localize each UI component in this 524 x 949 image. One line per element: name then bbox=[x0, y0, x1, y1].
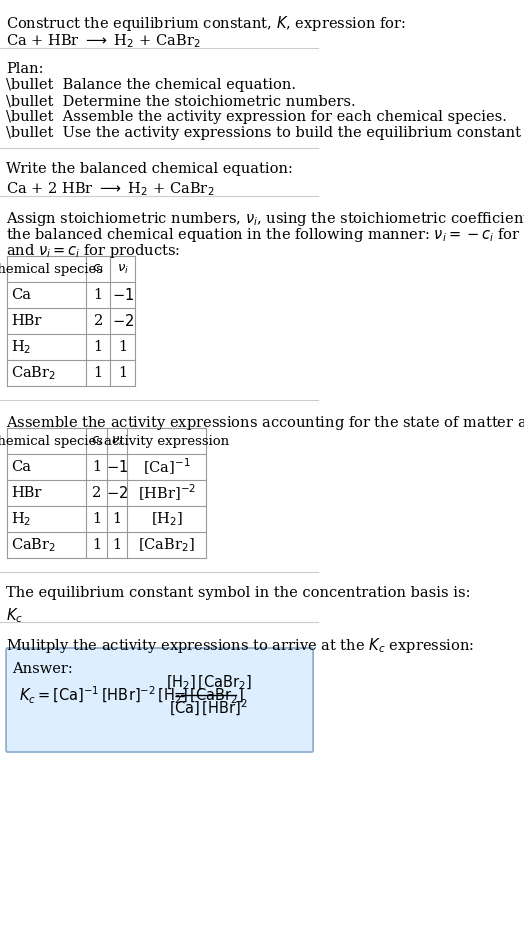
Text: Ca + HBr $\longrightarrow$ H$_2$ + CaBr$_2$: Ca + HBr $\longrightarrow$ H$_2$ + CaBr$… bbox=[6, 32, 201, 49]
Text: 2: 2 bbox=[94, 314, 103, 328]
Text: \bullet  Assemble the activity expression for each chemical species.: \bullet Assemble the activity expression… bbox=[6, 110, 507, 124]
Text: [H$_2$]: [H$_2$] bbox=[151, 511, 183, 528]
Text: [HBr]$^{-2}$: [HBr]$^{-2}$ bbox=[138, 483, 196, 503]
Text: Assemble the activity expressions accounting for the state of matter and $\nu_i$: Assemble the activity expressions accoun… bbox=[6, 414, 524, 432]
FancyBboxPatch shape bbox=[6, 648, 313, 752]
Text: [Ca]$^{-1}$: [Ca]$^{-1}$ bbox=[143, 456, 191, 477]
Text: $c_i$: $c_i$ bbox=[91, 435, 102, 448]
Text: 1: 1 bbox=[118, 340, 127, 354]
Text: 1: 1 bbox=[92, 512, 101, 526]
Text: 1: 1 bbox=[94, 288, 103, 302]
Text: 1: 1 bbox=[94, 366, 103, 380]
Text: Assign stoichiometric numbers, $\nu_i$, using the stoichiometric coefficients, $: Assign stoichiometric numbers, $\nu_i$, … bbox=[6, 210, 524, 228]
Text: 1: 1 bbox=[92, 460, 101, 474]
Text: Mulitply the activity expressions to arrive at the $K_c$ expression:: Mulitply the activity expressions to arr… bbox=[6, 636, 474, 655]
Text: $K_c = [\mathrm{Ca}]^{-1}\,[\mathrm{HBr}]^{-2}\,[\mathrm{H_2}]\,[\mathrm{CaBr_2}: $K_c = [\mathrm{Ca}]^{-1}\,[\mathrm{HBr}… bbox=[19, 684, 245, 705]
Text: 1: 1 bbox=[92, 538, 101, 552]
Text: $=$: $=$ bbox=[171, 688, 187, 702]
Text: $-2$: $-2$ bbox=[112, 313, 134, 329]
Text: Construct the equilibrium constant, $K$, expression for:: Construct the equilibrium constant, $K$,… bbox=[6, 14, 406, 33]
Text: Write the balanced chemical equation:: Write the balanced chemical equation: bbox=[6, 162, 293, 176]
Text: The equilibrium constant symbol in the concentration basis is:: The equilibrium constant symbol in the c… bbox=[6, 586, 471, 600]
Text: H$_2$: H$_2$ bbox=[11, 338, 31, 356]
Text: $\nu_i$: $\nu_i$ bbox=[111, 435, 123, 448]
Text: $[\mathrm{H_2}]\,[\mathrm{CaBr_2}]$: $[\mathrm{H_2}]\,[\mathrm{CaBr_2}]$ bbox=[166, 674, 252, 692]
Text: Plan:: Plan: bbox=[6, 62, 43, 76]
Text: chemical species: chemical species bbox=[0, 435, 103, 448]
Text: $-1$: $-1$ bbox=[112, 287, 134, 303]
Text: Ca + 2 HBr $\longrightarrow$ H$_2$ + CaBr$_2$: Ca + 2 HBr $\longrightarrow$ H$_2$ + CaB… bbox=[6, 180, 214, 197]
Text: chemical species: chemical species bbox=[0, 263, 103, 275]
Text: $\nu_i$: $\nu_i$ bbox=[117, 263, 128, 275]
Text: H$_2$: H$_2$ bbox=[11, 511, 31, 528]
Text: CaBr$_2$: CaBr$_2$ bbox=[11, 364, 56, 381]
Text: $K_c$: $K_c$ bbox=[6, 606, 23, 624]
Text: Answer:: Answer: bbox=[12, 662, 73, 676]
Text: 1: 1 bbox=[94, 340, 103, 354]
Text: 2: 2 bbox=[92, 486, 101, 500]
Text: \bullet  Determine the stoichiometric numbers.: \bullet Determine the stoichiometric num… bbox=[6, 94, 356, 108]
Text: and $\nu_i = c_i$ for products:: and $\nu_i = c_i$ for products: bbox=[6, 242, 180, 260]
Text: Ca: Ca bbox=[11, 288, 31, 302]
Text: 1: 1 bbox=[113, 512, 122, 526]
Text: 1: 1 bbox=[113, 538, 122, 552]
Text: HBr: HBr bbox=[11, 314, 41, 328]
Text: CaBr$_2$: CaBr$_2$ bbox=[11, 536, 56, 554]
Text: 1: 1 bbox=[118, 366, 127, 380]
Text: \bullet  Use the activity expressions to build the equilibrium constant expressi: \bullet Use the activity expressions to … bbox=[6, 126, 524, 140]
Text: Ca: Ca bbox=[11, 460, 31, 474]
Text: activity expression: activity expression bbox=[104, 435, 230, 448]
Text: HBr: HBr bbox=[11, 486, 41, 500]
Text: $-1$: $-1$ bbox=[106, 459, 128, 475]
Text: \bullet  Balance the chemical equation.: \bullet Balance the chemical equation. bbox=[6, 78, 296, 92]
Text: [CaBr$_2$]: [CaBr$_2$] bbox=[138, 536, 195, 554]
Text: the balanced chemical equation in the following manner: $\nu_i = -c_i$ for react: the balanced chemical equation in the fo… bbox=[6, 226, 524, 244]
Text: $[\mathrm{Ca}]\,[\mathrm{HBr}]^2$: $[\mathrm{Ca}]\,[\mathrm{HBr}]^2$ bbox=[169, 698, 248, 718]
Text: $c_i$: $c_i$ bbox=[92, 263, 104, 275]
Text: $-2$: $-2$ bbox=[106, 485, 128, 501]
